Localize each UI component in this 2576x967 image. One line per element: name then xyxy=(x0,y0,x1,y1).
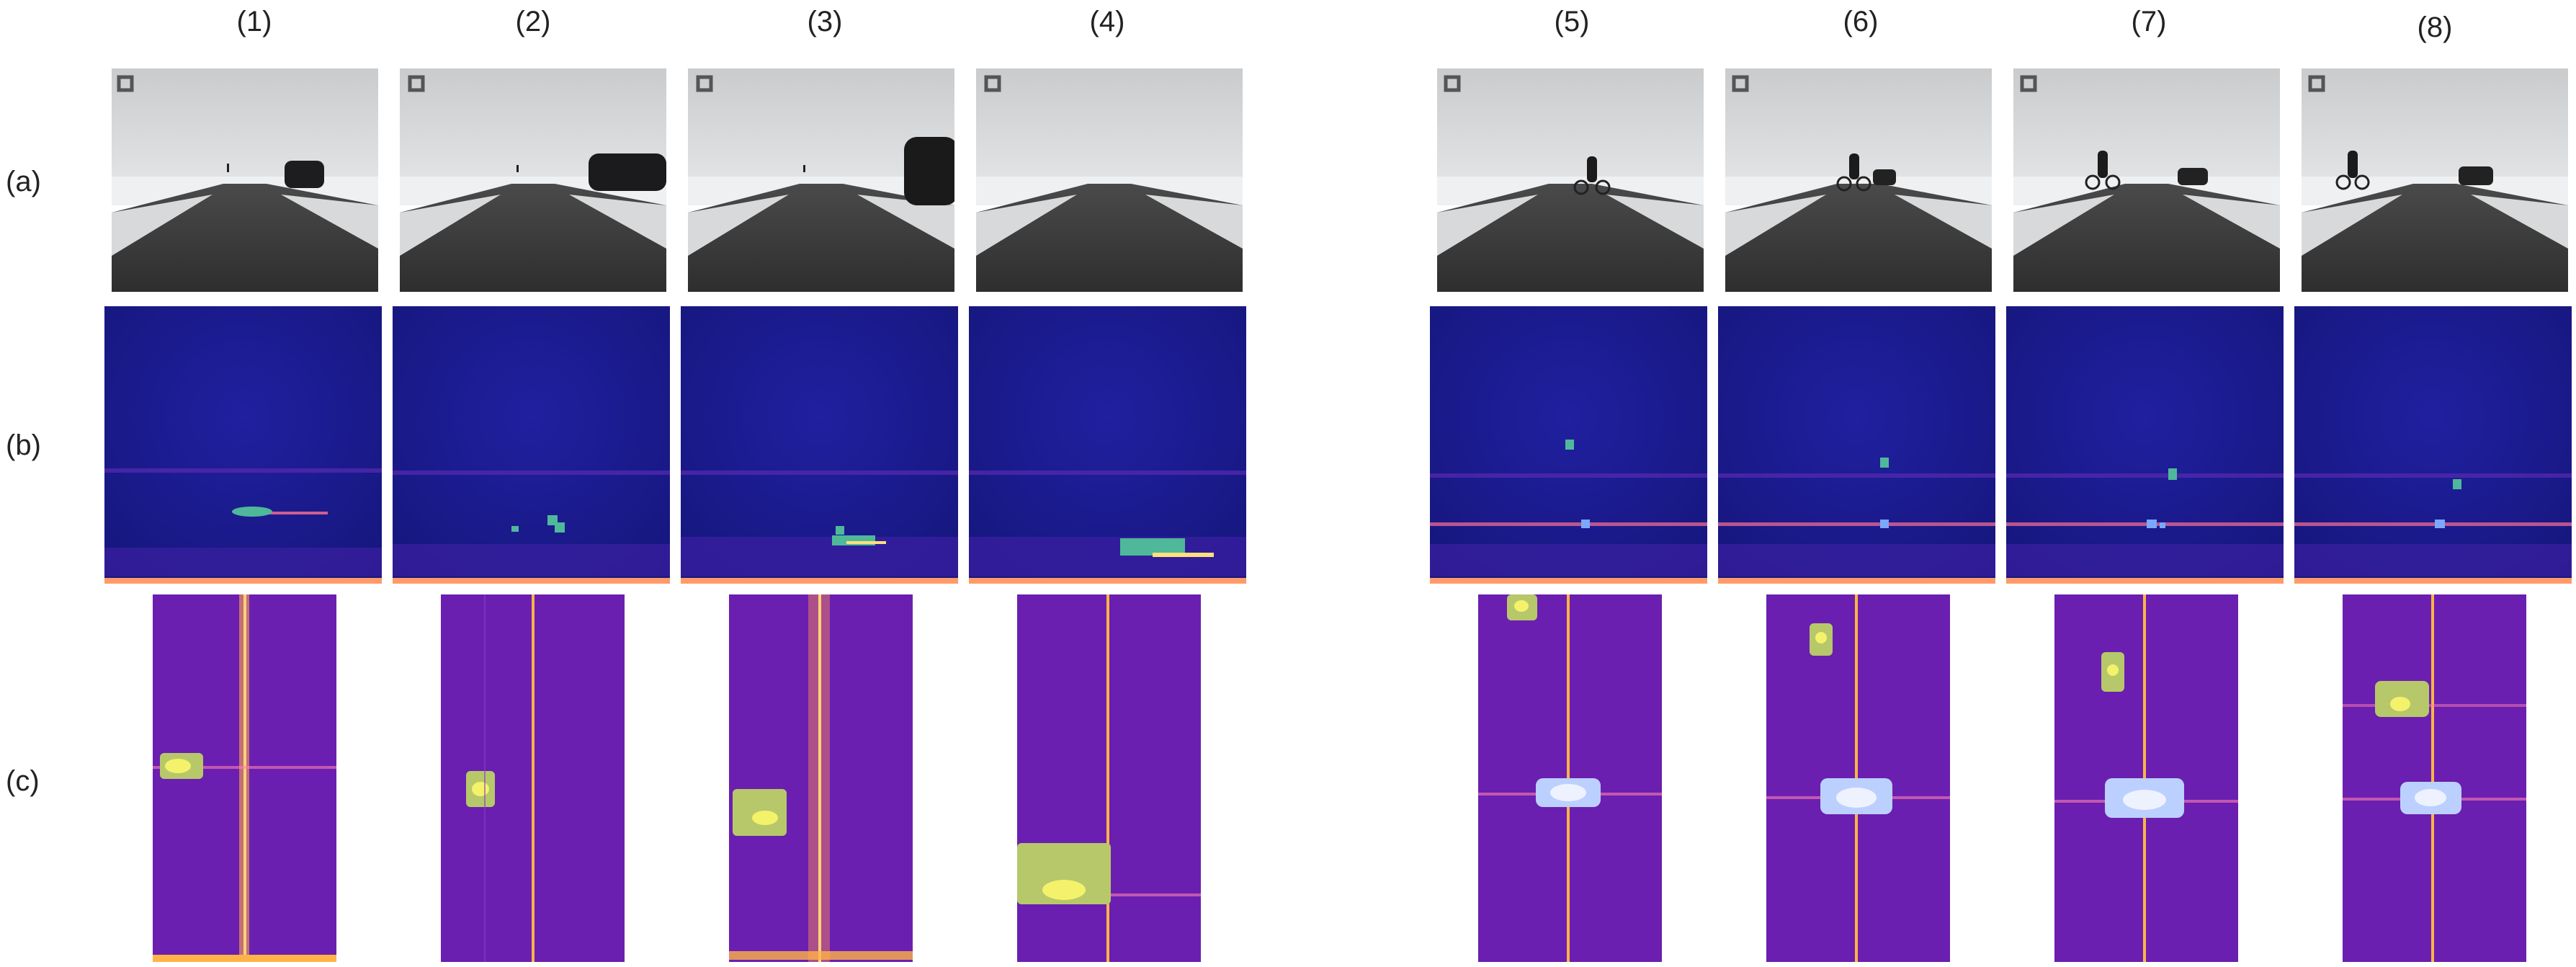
camera-image-4 xyxy=(976,68,1243,292)
doppler-map-2 xyxy=(441,594,625,962)
camera-image-5 xyxy=(1437,68,1704,292)
doppler-map-8 xyxy=(2343,594,2526,962)
column-label-1: (1) xyxy=(236,6,272,37)
column-label-3: (3) xyxy=(807,6,843,37)
column-label-5: (5) xyxy=(1554,6,1590,37)
camera-image-2 xyxy=(400,68,666,292)
doppler-map-4 xyxy=(1017,594,1201,962)
row-label-c: (c) xyxy=(6,765,40,797)
bicycle-icon xyxy=(2085,151,2121,190)
bicycle-icon xyxy=(2335,151,2370,190)
column-label-6: (6) xyxy=(1843,6,1879,37)
column-label-7: (7) xyxy=(2131,6,2167,37)
range-map-8 xyxy=(2294,306,2572,584)
range-map-6 xyxy=(1718,306,1995,584)
row-label-b: (b) xyxy=(6,429,41,461)
range-map-1 xyxy=(104,306,382,584)
range-map-4 xyxy=(969,306,1246,584)
car-icon xyxy=(285,161,324,188)
range-map-2 xyxy=(393,306,670,584)
bicycle-icon xyxy=(1836,153,1871,192)
camera-image-1 xyxy=(112,68,378,292)
range-map-5 xyxy=(1430,306,1707,584)
car-icon xyxy=(589,153,666,191)
camera-image-8 xyxy=(2302,68,2568,292)
column-label-4: (4) xyxy=(1089,6,1125,37)
column-label-2: (2) xyxy=(515,6,551,37)
bicycle-icon xyxy=(1573,156,1611,195)
range-map-7 xyxy=(2006,306,2284,584)
car-icon xyxy=(2459,166,2493,185)
camera-image-6 xyxy=(1725,68,1992,292)
doppler-map-6 xyxy=(1766,594,1950,962)
row-label-a: (a) xyxy=(6,166,41,197)
car-icon xyxy=(2178,168,2208,185)
doppler-map-5 xyxy=(1478,594,1662,962)
doppler-map-3 xyxy=(729,594,913,962)
range-map-3 xyxy=(681,306,958,584)
camera-image-7 xyxy=(2013,68,2280,292)
doppler-map-1 xyxy=(153,594,336,962)
column-label-8: (8) xyxy=(2417,12,2453,43)
doppler-map-7 xyxy=(2054,594,2238,962)
camera-image-3 xyxy=(688,68,954,292)
car-icon xyxy=(904,137,954,205)
car-icon xyxy=(1873,169,1896,185)
